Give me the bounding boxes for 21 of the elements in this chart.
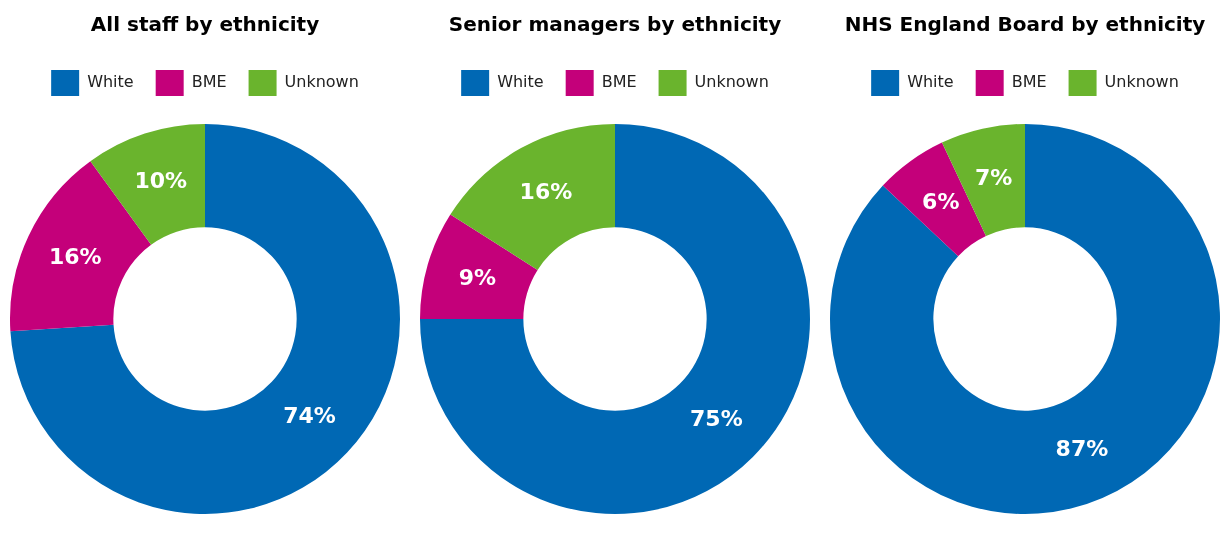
chart-title: Senior managers by ethnicity xyxy=(448,12,782,37)
legend-label: BME xyxy=(601,72,637,92)
legend-label: White xyxy=(907,72,954,92)
data-label: 87% xyxy=(1055,436,1109,462)
chart-title: NHS England Board by ethnicity xyxy=(844,12,1206,37)
data-label: 10% xyxy=(134,168,188,194)
legend-label: BME xyxy=(191,72,227,92)
legend-label: White xyxy=(87,72,134,92)
data-label: 16% xyxy=(519,179,573,205)
legend-label: White xyxy=(497,72,544,92)
legend-label: Unknown xyxy=(284,72,359,92)
data-label: 16% xyxy=(48,243,102,269)
data-label: 75% xyxy=(690,406,743,432)
legend-label: Unknown xyxy=(694,72,769,92)
data-label: 9% xyxy=(458,264,497,290)
legend-label: Unknown xyxy=(1104,72,1179,92)
data-label: 6% xyxy=(922,188,960,214)
legend-label: BME xyxy=(1011,72,1047,92)
data-label: 7% xyxy=(975,164,1013,190)
data-label: 74% xyxy=(283,402,336,428)
chart-title: All staff by ethnicity xyxy=(90,12,320,37)
